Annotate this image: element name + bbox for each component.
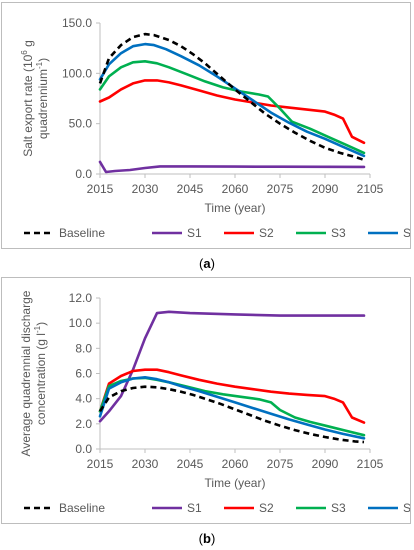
panel-caption-b: (b) — [198, 531, 216, 546]
y-tick-label: 0.0 — [75, 442, 92, 456]
panel-label-a: a — [203, 256, 211, 271]
y-axis-title-line-2: quadrennium-1) — [35, 58, 50, 139]
legend-label-s3: S3 — [331, 501, 346, 515]
series-line-s1 — [98, 310, 366, 423]
x-tick-label: 2060 — [222, 182, 249, 196]
series-line-s4 — [98, 42, 366, 158]
series-line-baseline — [98, 385, 365, 444]
series-line-s3 — [98, 59, 366, 155]
y-tick-label: 0.0 — [75, 167, 92, 181]
legend-label-s1: S1 — [187, 501, 202, 515]
y-tick-label: 100.0 — [62, 66, 92, 80]
legend-label-baseline: Baseline — [59, 226, 105, 240]
salt-export-chart: 0.0 50.0 100.0 150.0 2015 2030 2045 2060 2075 209… — [20, 16, 410, 240]
legend-label-s4: S4 — [403, 501, 410, 515]
x-tick-label: 2015 — [87, 182, 114, 196]
y-axis-title-line-1: Salt export rate (106 g — [20, 40, 35, 157]
x-axis-title: Time (year) — [205, 201, 266, 215]
x-tick-label: 2090 — [312, 457, 339, 471]
y-axis-title: Average quadrennial discharge concentrati… — [19, 290, 48, 456]
x-tick-label: 2075 — [267, 457, 294, 471]
y-tick-label: 2.0 — [75, 417, 92, 431]
x-tick-label: 2075 — [267, 182, 294, 196]
x-tick-label: 2090 — [312, 182, 339, 196]
y-axis-title-line-1: Average quadrennial discharge — [19, 290, 33, 456]
legend-label-s2: S2 — [259, 501, 274, 515]
y-tick-label: 12.0 — [69, 291, 93, 305]
chart-panel-a: 0.0 50.0 100.0 150.0 2015 2030 2045 2060 2075 209… — [1, 2, 411, 249]
y-tick-label: 10.0 — [69, 316, 93, 330]
legend-label-s4: S4 — [403, 226, 410, 240]
x-tick-label: 2060 — [222, 457, 249, 471]
legend-label-s1: S1 — [187, 226, 202, 240]
legend-label-s3: S3 — [331, 226, 346, 240]
legend-label-s2: S2 — [259, 226, 274, 240]
y-tick-label: 4.0 — [75, 392, 92, 406]
x-axis-title: Time (year) — [205, 476, 266, 490]
legend-label-baseline: Baseline — [59, 501, 105, 515]
discharge-concentration-chart: 0.0 2.0 4.0 6.0 8.0 10.0 12.0 2015 2030 2045 2060 2… — [19, 290, 410, 515]
series-line-s2 — [98, 79, 366, 145]
series-line-s1 — [98, 160, 366, 174]
series-line-s2 — [98, 368, 366, 424]
panel-label-b: b — [203, 531, 211, 546]
y-axis-title-line-2: concentration (g l-1) — [33, 322, 48, 425]
x-tick-label: 2045 — [177, 457, 204, 471]
panel-caption-a: (a) — [199, 256, 215, 271]
y-tick-label: 50.0 — [69, 117, 93, 131]
series-line-baseline — [98, 32, 365, 162]
y-tick-label: 150.0 — [62, 16, 92, 30]
x-tick-label: 2030 — [132, 182, 159, 196]
x-tick-label: 2030 — [132, 457, 159, 471]
chart-panel-b: 0.0 2.0 4.0 6.0 8.0 10.0 12.0 2015 2030 2045 2060 2… — [1, 277, 411, 524]
x-tick-label: 2105 — [357, 457, 384, 471]
series-line-s4 — [98, 376, 366, 440]
x-tick-label: 2045 — [177, 182, 204, 196]
x-tick-label: 2105 — [357, 182, 384, 196]
x-tick-label: 2015 — [87, 457, 114, 471]
y-tick-label: 6.0 — [75, 367, 92, 381]
y-tick-label: 8.0 — [75, 341, 92, 355]
